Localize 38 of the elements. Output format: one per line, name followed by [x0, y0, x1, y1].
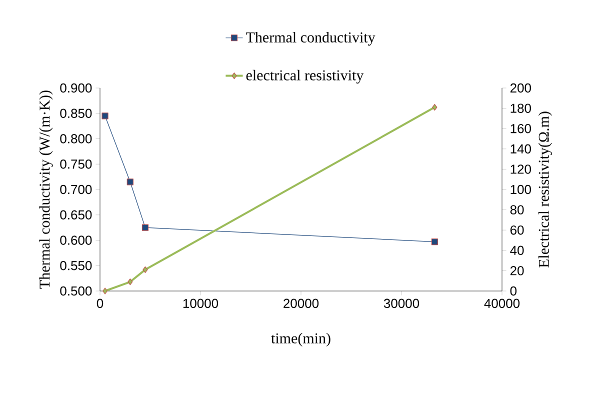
y2-tick-label: 120 [510, 164, 531, 174]
y2-axis-title: Electrical resistivity(Ω.m) [538, 112, 552, 268]
y2-tick-label: 200 [510, 83, 531, 93]
y-tick-label: 0.500 [60, 286, 92, 296]
y2-tick-label: 20 [510, 266, 524, 276]
y-axis-title: Thermal conductivity (W/(m·K)) [39, 90, 53, 289]
y2-tick-label: 180 [510, 104, 531, 113]
legend-label: Thermal conductivity [246, 32, 376, 46]
y2-tick-label: 140 [510, 144, 531, 154]
y-tick-label: 0.600 [60, 236, 92, 245]
x-tick-label: 30000 [384, 298, 420, 308]
y2-tick-label: 60 [510, 225, 524, 235]
y2-tick-label: 160 [510, 124, 531, 134]
y-tick-label: 0.750 [60, 160, 92, 169]
y-tick-label: 0.700 [60, 184, 92, 194]
x-tick-label: 20000 [284, 298, 319, 308]
y2-tick-label: 0 [510, 286, 517, 296]
point [128, 278, 133, 286]
x-tick-label: 40000 [484, 298, 520, 308]
point [102, 112, 108, 120]
point [432, 104, 438, 111]
point [126, 178, 134, 186]
y2-tick-label: 100 [510, 184, 531, 194]
x-tick-label: 10000 [183, 298, 218, 308]
y-tick-label: 0.800 [60, 134, 92, 144]
y-tick-label: 0.850 [60, 108, 92, 118]
point [102, 288, 108, 294]
legend-label: electrical resistivity [246, 70, 364, 84]
y-tick-label: 0.900 [60, 83, 92, 93]
point [142, 224, 149, 231]
y-tick-label: 0.550 [60, 261, 92, 270]
x-tick-label: 0 [96, 298, 104, 308]
y2-tick-label: 40 [510, 246, 524, 255]
x-axis-title: time(min) [271, 332, 330, 346]
point [431, 238, 438, 246]
point [142, 266, 148, 273]
y-tick-label: 0.650 [60, 210, 92, 220]
y2-tick-label: 80 [510, 205, 524, 214]
